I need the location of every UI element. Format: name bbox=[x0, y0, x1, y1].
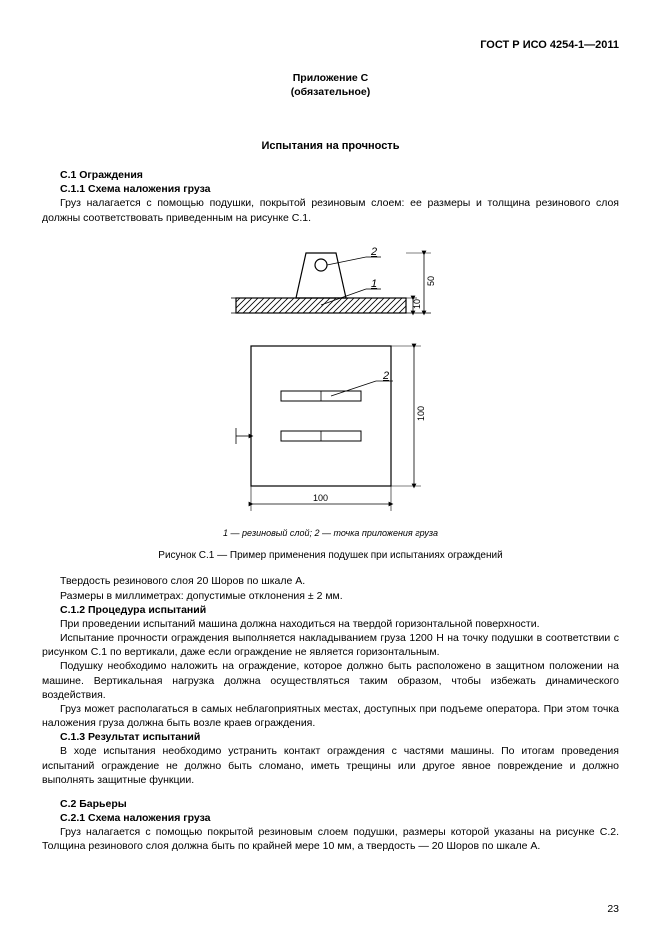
para-c21-1: Груз налагается с помощью покрытой резин… bbox=[42, 825, 619, 853]
section-c2: С.2 Барьеры bbox=[42, 797, 619, 811]
main-title: Испытания на прочность bbox=[42, 139, 619, 154]
document-id: ГОСТ Р ИСО 4254-1—2011 bbox=[42, 38, 619, 53]
annex-line1: Приложение С bbox=[42, 71, 619, 85]
para-c12-1: При проведении испытаний машина должна н… bbox=[42, 617, 619, 631]
figure-legend: 1 — резиновый слой; 2 — точка приложения… bbox=[42, 527, 619, 539]
para-c11-1: Груз налагается с помощью подушки, покры… bbox=[42, 196, 619, 224]
section-c12: С.1.2 Процедура испытаний bbox=[42, 603, 619, 617]
figure-c1-bottom: 2 100 100 bbox=[201, 336, 461, 521]
section-c1: С.1 Ограждения bbox=[42, 168, 619, 182]
section-c21: С.2.1 Схема наложения груза bbox=[42, 811, 619, 825]
para-c12-4: Груз может располагаться в самых неблаго… bbox=[42, 702, 619, 730]
figure-label-1: 1 bbox=[371, 278, 377, 290]
figure-c1-top: 50 10 1 2 bbox=[201, 233, 461, 328]
section-c11: С.1.1 Схема наложения груза bbox=[42, 182, 619, 196]
figure-title: Рисунок С.1 — Пример применения подушек … bbox=[42, 549, 619, 563]
dim-50: 50 bbox=[426, 276, 436, 286]
figure-label-2b: 2 bbox=[382, 370, 389, 382]
para-hardness: Твердость резинового слоя 20 Шоров по шк… bbox=[42, 574, 619, 588]
dim-100h: 100 bbox=[313, 493, 328, 503]
dim-10: 10 bbox=[412, 299, 422, 309]
page: ГОСТ Р ИСО 4254-1—2011 Приложение С (обя… bbox=[0, 0, 661, 936]
annex-header: Приложение С (обязательное) bbox=[42, 71, 619, 99]
section-c13: С.1.3 Результат испытаний bbox=[42, 730, 619, 744]
para-c13-1: В ходе испытания необходимо устранить ко… bbox=[42, 744, 619, 787]
figure-label-2a: 2 bbox=[370, 246, 377, 258]
para-c12-2: Испытание прочности ограждения выполняет… bbox=[42, 631, 619, 659]
annex-line2: (обязательное) bbox=[42, 85, 619, 99]
para-c12-3: Подушку необходимо наложить на ограждени… bbox=[42, 659, 619, 702]
page-number: 23 bbox=[607, 902, 619, 916]
para-dims: Размеры в миллиметрах: допустимые отклон… bbox=[42, 589, 619, 603]
dim-100v: 100 bbox=[416, 406, 426, 421]
